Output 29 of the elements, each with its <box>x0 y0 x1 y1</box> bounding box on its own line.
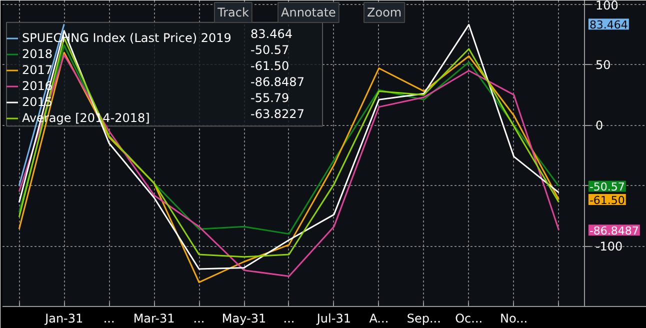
x-tick-label: ... <box>283 312 295 326</box>
annotation: Track <box>216 6 249 20</box>
annotation: -61.50 <box>250 59 290 73</box>
x-tick-label: Oc... <box>455 312 483 326</box>
legend-label: 2018 <box>22 47 53 61</box>
y-tick-label: -100 <box>595 240 623 254</box>
text: 83.464 <box>589 18 628 32</box>
x-tick-label: A... <box>369 312 389 326</box>
text: -86.8487 <box>589 224 639 238</box>
y-tick-label: 100 <box>595 0 618 12</box>
annotation: Zoom <box>367 6 402 20</box>
y-tick-label: 50 <box>595 58 611 72</box>
x-tick-label: Sep... <box>406 312 441 326</box>
annotation: 83.464 <box>250 27 292 41</box>
annotation: -55.79 <box>250 91 290 105</box>
x-tick-label: May-31 <box>222 312 266 326</box>
y-tick-label: 0 <box>595 118 604 133</box>
annotation: -50.57 <box>250 43 290 57</box>
annotation: Annotate <box>281 6 336 20</box>
x-tick-label: Jan-31 <box>44 312 84 326</box>
annotation: -86.8487 <box>250 75 304 89</box>
x-tick-label: ... <box>193 312 205 326</box>
annotation: -63.8227 <box>250 107 304 121</box>
text: -61.50 <box>589 194 625 207</box>
x-tick-label: No... <box>500 312 528 326</box>
text: -50.57 <box>589 180 625 194</box>
x-tick-label: Mar-31 <box>133 312 175 326</box>
x-tick-label: ... <box>103 312 115 326</box>
x-tick-label: Jul-31 <box>316 312 351 326</box>
